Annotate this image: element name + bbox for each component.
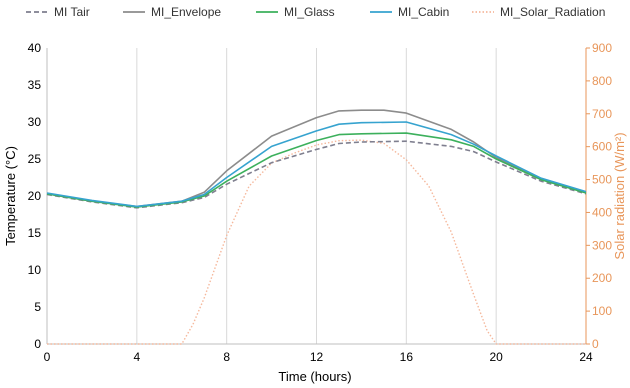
y2-tick-label: 200 <box>592 271 612 285</box>
x-tick-label: 20 <box>489 350 503 364</box>
legend-label: MI_Glass <box>284 5 335 19</box>
x-axis-title: Time (hours) <box>278 369 351 384</box>
x-tick-label: 16 <box>400 350 414 364</box>
legend-label: MI_Cabin <box>398 5 449 19</box>
x-tick-label: 24 <box>579 350 593 364</box>
legend: MI Tair MI_Envelope MI_Glass MI_Cabin MI_Sol… <box>26 5 605 19</box>
y-tick-label: 40 <box>28 41 42 55</box>
x-tick-label: 0 <box>44 350 51 364</box>
legend-label: MI Tair <box>54 5 90 19</box>
y2-axis-title: Solar radiation (W/m²) <box>612 132 627 259</box>
series-line-mi-solar-radiation <box>47 139 586 345</box>
series-line-mi-cabin <box>46 121 587 208</box>
y-tick-label: 35 <box>28 78 42 92</box>
grid-lines <box>46 48 587 344</box>
y2-tick-label: 800 <box>592 74 612 88</box>
axes <box>46 47 590 345</box>
y-axis-title: Temperature (°C) <box>3 146 18 246</box>
y2-tick-label: 900 <box>592 41 612 55</box>
y-tick-label: 20 <box>28 189 42 203</box>
y2-tick-label: 300 <box>592 238 612 252</box>
y-tick-label: 30 <box>28 115 42 129</box>
legend-label: MI_Envelope <box>151 5 221 19</box>
series-lines <box>46 109 587 345</box>
tick-labels: 0510152025303540010020030040050060070080… <box>28 41 613 364</box>
y-tick-label: 0 <box>34 337 41 351</box>
y2-tick-label: 400 <box>592 205 612 219</box>
legend-label: MI_Solar_Radiation <box>500 5 605 19</box>
x-tick-label: 12 <box>310 350 324 364</box>
x-tick-label: 4 <box>133 350 140 364</box>
y2-tick-label: 600 <box>592 140 612 154</box>
y2-tick-label: 500 <box>592 173 612 187</box>
y2-tick-label: 100 <box>592 304 612 318</box>
y2-tick-label: 0 <box>592 337 599 351</box>
y-tick-label: 25 <box>28 152 42 166</box>
y-tick-label: 15 <box>28 226 42 240</box>
y-tick-label: 5 <box>34 300 41 314</box>
x-tick-label: 8 <box>223 350 230 364</box>
y2-tick-label: 700 <box>592 107 612 121</box>
y-tick-label: 10 <box>28 263 42 277</box>
